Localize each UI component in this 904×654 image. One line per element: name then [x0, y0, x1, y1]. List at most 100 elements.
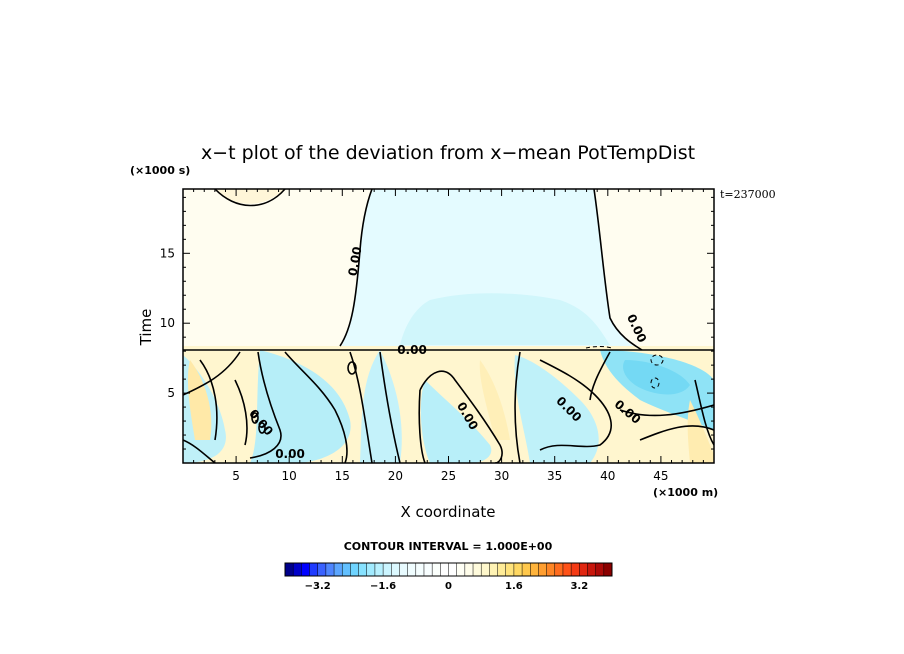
- x-tick-label: 10: [282, 469, 297, 483]
- y-unit-label: (×1000 s): [130, 164, 190, 177]
- colorbar-cell: [432, 563, 441, 576]
- contour-line: [234, 379, 248, 446]
- x-axis-label: X coordinate: [400, 503, 495, 521]
- contour-line: [199, 359, 218, 441]
- contour-negative: [585, 346, 613, 349]
- colorbar-cell: [530, 563, 539, 576]
- colorbar-cell: [317, 563, 327, 576]
- colorbar-cell: [522, 563, 531, 576]
- colorbar-cell: [473, 563, 482, 576]
- colorbar-cell: [489, 563, 498, 576]
- contour-line: [183, 439, 216, 463]
- colorbar-cell: [309, 563, 318, 576]
- contour-closed: [347, 361, 357, 375]
- contour-line: [183, 351, 241, 396]
- colorbar-cell: [301, 563, 310, 576]
- colorbar-cell: [448, 563, 457, 576]
- colorbar-cell: [546, 563, 556, 576]
- contour-line: [589, 351, 611, 401]
- x-tick-label: 35: [547, 469, 562, 483]
- y-tick-label: 15: [160, 246, 175, 260]
- colorbar-cell: [399, 563, 408, 576]
- colorbar-cell: [415, 563, 425, 576]
- colorbar-cell: [440, 563, 449, 576]
- field-warm-blob: [215, 189, 285, 204]
- x-tick-label: 40: [600, 469, 615, 483]
- colorbar-cell: [481, 563, 490, 576]
- contour-line: [249, 351, 282, 459]
- field-cool-lower-2: [250, 350, 351, 463]
- colorbar-cell: [538, 563, 547, 576]
- colorbar-cell: [350, 563, 359, 576]
- colorbar-cell: [505, 563, 515, 576]
- colorbar-cell: [587, 563, 596, 576]
- colorbar-cell: [374, 563, 384, 576]
- contour-line: [214, 189, 286, 207]
- contour-negative: [650, 377, 660, 389]
- contour-label: 0.00: [275, 447, 305, 461]
- field-warm-lower-2: [479, 360, 510, 440]
- contour-line: [284, 351, 348, 463]
- colorbar-tick-label: 1.6: [505, 581, 523, 592]
- contour-closed: [258, 422, 266, 434]
- colorbar-cell: [342, 563, 351, 576]
- time-stamp: t=237000: [720, 188, 776, 201]
- colorbar-tick-label: −3.2: [305, 581, 331, 592]
- y-tick-label: 5: [167, 386, 175, 400]
- plot-area: [183, 189, 714, 463]
- colorbar-cell: [423, 563, 433, 576]
- x-tick-label: 15: [335, 469, 350, 483]
- colorbar-cell: [407, 563, 417, 576]
- contour-label: 0.00: [397, 343, 427, 357]
- contour-interval-text: CONTOUR INTERVAL = 1.000E+00: [344, 540, 553, 553]
- colorbar-cell: [603, 563, 613, 576]
- contour-line: [593, 189, 643, 351]
- contour-line: [619, 404, 714, 417]
- y-axis-label: Time: [137, 309, 155, 347]
- x-tick-label: 5: [232, 469, 240, 483]
- colorbar-cell: [554, 563, 564, 576]
- x-tick-label: 25: [441, 469, 456, 483]
- field-warm-lower-1: [187, 360, 212, 440]
- colorbar-cell: [325, 563, 335, 576]
- field-cool-lower-4: [420, 380, 492, 463]
- field-cool-upper-inner: [400, 293, 610, 345]
- axes: 5 10 15 20 25 30 35 40 45 5 10 15: [160, 189, 714, 483]
- colorbar-cell: [391, 563, 400, 576]
- colorbar-cell: [513, 563, 523, 576]
- colorbar-cell: [383, 563, 392, 576]
- contour-negative: [650, 354, 664, 366]
- x-tick-label: 30: [494, 469, 509, 483]
- colorbar-cell: [334, 563, 343, 576]
- colorbar-cell: [595, 563, 605, 576]
- field-cool-lower-3: [360, 350, 402, 463]
- colorbar-cell: [358, 563, 368, 576]
- contour-line: [418, 389, 426, 463]
- colorbar-tick-label: 0: [445, 581, 452, 592]
- colorbar-frame: [284, 562, 613, 577]
- colorbar-tick-label: −1.6: [370, 581, 396, 592]
- contour-line: [514, 351, 521, 463]
- field-warm-lower-3: [687, 400, 714, 463]
- colorbar-cell: [579, 563, 588, 576]
- colorbar: −3.2 −1.6 0 1.6 3.2: [284, 562, 613, 592]
- x-tick-label: 45: [653, 469, 668, 483]
- field-cool-lower-5: [514, 355, 599, 463]
- colorbar-cell: [366, 563, 376, 576]
- colorbar-cell: [293, 563, 302, 576]
- colorbar-cell: [571, 563, 580, 576]
- x-unit-label: (×1000 m): [653, 486, 718, 499]
- colorbar-cell: [456, 563, 466, 576]
- colorbar-tick-label: 3.2: [570, 581, 588, 592]
- x-tick-label: 20: [388, 469, 403, 483]
- colorbar-cell: [497, 563, 507, 576]
- contour-closed: [251, 412, 259, 424]
- y-tick-label: 10: [160, 316, 175, 330]
- colorbar-cell: [464, 563, 474, 576]
- contour-line: [339, 189, 373, 347]
- colorbar-cell: [285, 563, 294, 576]
- colorbar-cell: [562, 563, 572, 576]
- contour-line: [539, 359, 612, 451]
- chart-title: x−t plot of the deviation from x−mean Po…: [201, 142, 695, 164]
